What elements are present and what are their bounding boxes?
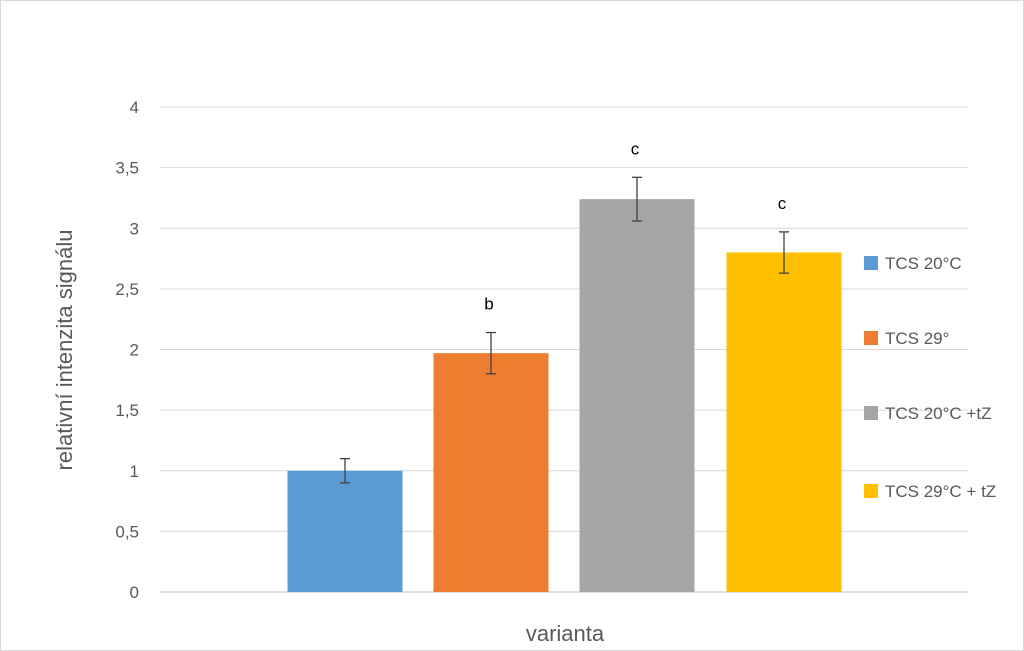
legend-label: TCS 20°C bbox=[885, 254, 962, 273]
bar bbox=[579, 199, 695, 592]
legend-swatch bbox=[864, 331, 878, 345]
bar bbox=[287, 470, 403, 592]
x-axis-title: varianta bbox=[526, 621, 605, 646]
legend-item: TCS 20°C +tZ bbox=[864, 404, 991, 423]
legend-swatch bbox=[864, 406, 878, 420]
legend-label: TCS 20°C +tZ bbox=[885, 404, 991, 423]
y-tick-label: 4 bbox=[130, 98, 139, 117]
legend-item: TCS 29° bbox=[864, 329, 949, 348]
bars bbox=[287, 199, 842, 592]
y-tick-label: 0 bbox=[130, 583, 139, 602]
significance-labels: b c c bbox=[484, 139, 786, 313]
y-axis-title: relativní intenzita signálu bbox=[52, 230, 77, 471]
bar bbox=[433, 353, 549, 592]
legend-swatch bbox=[864, 484, 878, 498]
legend-label: TCS 29° bbox=[885, 329, 949, 348]
error-bars bbox=[340, 176, 789, 484]
y-tick-label: 0,5 bbox=[115, 522, 139, 541]
bar bbox=[726, 252, 842, 592]
significance-label: c bbox=[778, 194, 787, 213]
y-tick-label: 1 bbox=[130, 462, 139, 481]
gridlines bbox=[160, 106, 968, 593]
legend-swatch bbox=[864, 256, 878, 270]
y-tick-label: 2 bbox=[130, 341, 139, 360]
legend-item: TCS 20°C bbox=[864, 254, 962, 273]
y-tick-label: 3 bbox=[130, 219, 139, 238]
legend-label: TCS 29°C + tZ bbox=[885, 482, 996, 501]
significance-label: b bbox=[484, 295, 493, 314]
y-tick-label: 3,5 bbox=[115, 159, 139, 178]
legend-item: TCS 29°C + tZ bbox=[864, 482, 996, 501]
y-tick-label: 1,5 bbox=[115, 401, 139, 420]
y-axis-ticks: 0 0,5 1 1,5 2 2,5 3 3,5 4 bbox=[115, 98, 139, 602]
significance-label: c bbox=[631, 139, 640, 158]
legend: TCS 20°C TCS 29° TCS 20°C +tZ TCS 29°C + tZ bbox=[864, 254, 996, 501]
y-tick-label: 2,5 bbox=[115, 280, 139, 299]
